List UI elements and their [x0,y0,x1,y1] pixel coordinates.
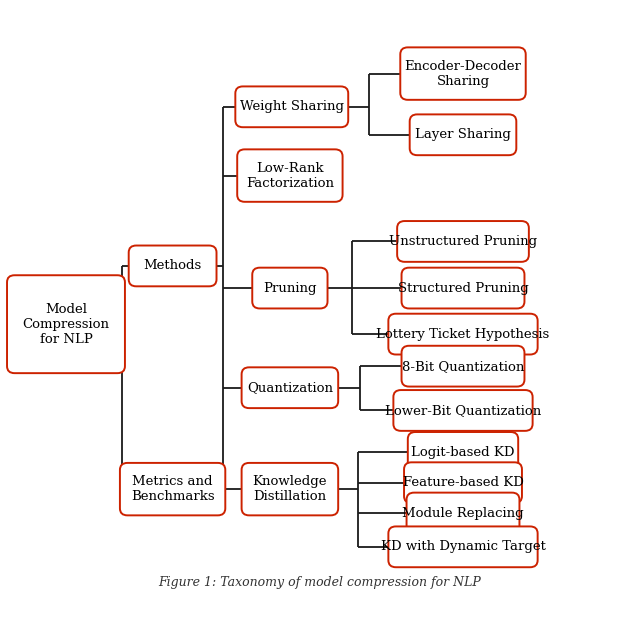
Text: Quantization: Quantization [247,381,333,394]
Text: Methods: Methods [143,259,202,272]
Text: Low-Rank
Factorization: Low-Rank Factorization [246,162,334,190]
FancyBboxPatch shape [7,275,125,373]
Text: Module Replacing: Module Replacing [402,507,524,520]
Text: Metrics and
Benchmarks: Metrics and Benchmarks [131,475,214,503]
FancyBboxPatch shape [388,526,538,567]
FancyBboxPatch shape [394,390,532,431]
FancyBboxPatch shape [408,432,518,473]
FancyBboxPatch shape [404,463,522,503]
FancyBboxPatch shape [410,115,516,155]
FancyBboxPatch shape [242,463,338,515]
Text: Unstructured Pruning: Unstructured Pruning [389,235,537,248]
Text: Weight Sharing: Weight Sharing [240,100,344,113]
FancyBboxPatch shape [252,268,328,309]
FancyBboxPatch shape [242,367,338,408]
FancyBboxPatch shape [237,149,342,202]
Text: Feature-based KD: Feature-based KD [403,476,524,489]
FancyBboxPatch shape [129,246,216,286]
Text: Pruning: Pruning [263,281,317,294]
Text: Layer Sharing: Layer Sharing [415,128,511,141]
FancyBboxPatch shape [400,47,525,100]
FancyBboxPatch shape [236,86,348,127]
Text: Model
Compression
for NLP: Model Compression for NLP [22,303,109,346]
Text: Lottery Ticket Hypothesis: Lottery Ticket Hypothesis [376,327,550,340]
FancyBboxPatch shape [401,346,524,386]
Text: 8-Bit Quantization: 8-Bit Quantization [402,360,524,373]
Text: Logit-based KD: Logit-based KD [412,446,515,459]
Text: Figure 1: Taxonomy of model compression for NLP: Figure 1: Taxonomy of model compression … [159,576,481,589]
Text: Knowledge
Distillation: Knowledge Distillation [253,475,327,503]
Text: KD with Dynamic Target: KD with Dynamic Target [381,540,545,553]
FancyBboxPatch shape [120,463,225,515]
Text: Encoder-Decoder
Sharing: Encoder-Decoder Sharing [404,60,522,87]
Text: Lower-Bit Quantization: Lower-Bit Quantization [385,404,541,417]
FancyBboxPatch shape [401,268,524,309]
FancyBboxPatch shape [397,221,529,262]
Text: Structured Pruning: Structured Pruning [397,281,529,294]
FancyBboxPatch shape [388,314,538,355]
FancyBboxPatch shape [406,493,520,533]
